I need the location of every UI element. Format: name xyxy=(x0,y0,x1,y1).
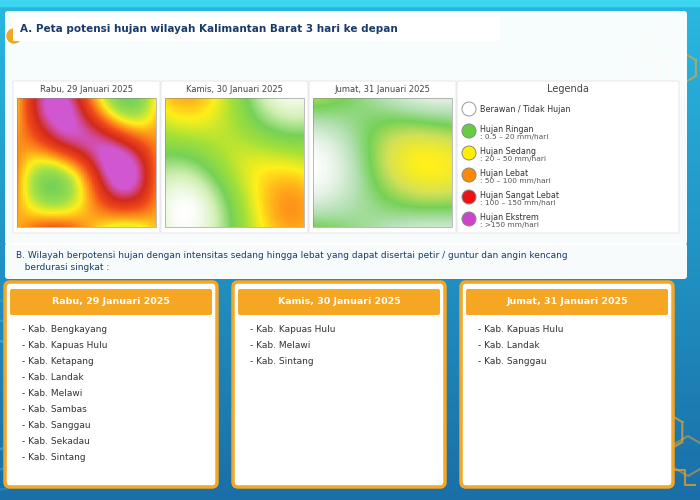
Text: - Kab. Kapuas Hulu: - Kab. Kapuas Hulu xyxy=(250,326,335,334)
Text: - Kab. Kapuas Hulu: - Kab. Kapuas Hulu xyxy=(478,326,564,334)
Bar xyxy=(17,98,156,227)
FancyBboxPatch shape xyxy=(461,282,673,487)
FancyBboxPatch shape xyxy=(5,243,687,279)
Text: - Kab. Landak: - Kab. Landak xyxy=(478,342,540,350)
Text: A. Peta potensi hujan wilayah Kalimantan Barat 3 hari ke depan: A. Peta potensi hujan wilayah Kalimantan… xyxy=(20,24,398,34)
Text: - Kab. Sanggau: - Kab. Sanggau xyxy=(22,422,90,430)
FancyBboxPatch shape xyxy=(309,81,456,233)
Text: : 0.5 – 20 mm/hari: : 0.5 – 20 mm/hari xyxy=(480,134,548,140)
FancyBboxPatch shape xyxy=(457,81,679,233)
Circle shape xyxy=(7,29,21,43)
FancyBboxPatch shape xyxy=(13,17,500,41)
Text: berdurasi singkat :: berdurasi singkat : xyxy=(16,264,109,272)
Circle shape xyxy=(462,168,476,182)
FancyBboxPatch shape xyxy=(5,11,687,245)
Text: - Kab. Sekadau: - Kab. Sekadau xyxy=(22,438,90,446)
Circle shape xyxy=(462,212,476,226)
Text: - Kab. Sintang: - Kab. Sintang xyxy=(22,454,85,462)
Text: Hujan Ringan: Hujan Ringan xyxy=(480,124,533,134)
Text: : 100 – 150 mm/hari: : 100 – 150 mm/hari xyxy=(480,200,556,206)
Circle shape xyxy=(662,467,668,473)
Text: Hujan Lebat: Hujan Lebat xyxy=(480,168,528,177)
Text: : >150 mm/hari: : >150 mm/hari xyxy=(480,222,539,228)
Text: - Kab. Sanggau: - Kab. Sanggau xyxy=(478,358,547,366)
Text: Rabu, 29 Januari 2025: Rabu, 29 Januari 2025 xyxy=(52,298,170,306)
Circle shape xyxy=(462,102,476,116)
FancyBboxPatch shape xyxy=(238,289,440,315)
Text: - Kab. Sintang: - Kab. Sintang xyxy=(250,358,314,366)
Bar xyxy=(165,98,304,227)
FancyBboxPatch shape xyxy=(13,81,160,233)
Circle shape xyxy=(462,146,476,160)
Bar xyxy=(313,98,452,227)
Circle shape xyxy=(462,190,476,204)
Text: - Kab. Kapuas Hulu: - Kab. Kapuas Hulu xyxy=(22,342,108,350)
Text: : 50 – 100 mm/hari: : 50 – 100 mm/hari xyxy=(480,178,551,184)
Text: Jumat, 31 Januari 2025: Jumat, 31 Januari 2025 xyxy=(506,298,628,306)
Text: Rabu, 29 Januari 2025: Rabu, 29 Januari 2025 xyxy=(40,84,133,94)
Text: - Kab. Sambas: - Kab. Sambas xyxy=(22,406,87,414)
Text: Legenda: Legenda xyxy=(547,84,589,94)
Text: - Kab. Melawi: - Kab. Melawi xyxy=(250,342,310,350)
Text: Hujan Sangat Lebat: Hujan Sangat Lebat xyxy=(480,190,559,200)
FancyBboxPatch shape xyxy=(233,282,445,487)
FancyBboxPatch shape xyxy=(466,289,668,315)
Text: Jumat, 31 Januari 2025: Jumat, 31 Januari 2025 xyxy=(335,84,430,94)
Text: Berawan / Tidak Hujan: Berawan / Tidak Hujan xyxy=(480,104,570,114)
Text: Kamis, 30 Januari 2025: Kamis, 30 Januari 2025 xyxy=(278,298,400,306)
Bar xyxy=(0,0,700,6)
Text: - Kab. Landak: - Kab. Landak xyxy=(22,374,83,382)
Circle shape xyxy=(462,124,476,138)
Text: B. Wilayah berpotensi hujan dengan intensitas sedang hingga lebat yang dapat dis: B. Wilayah berpotensi hujan dengan inten… xyxy=(16,250,568,260)
Text: Hujan Ekstrem: Hujan Ekstrem xyxy=(480,212,539,222)
Text: - Kab. Ketapang: - Kab. Ketapang xyxy=(22,358,94,366)
Text: Kamis, 30 Januari 2025: Kamis, 30 Januari 2025 xyxy=(186,84,283,94)
Text: - Kab. Melawi: - Kab. Melawi xyxy=(22,390,83,398)
FancyBboxPatch shape xyxy=(161,81,308,233)
Text: : 20 – 50 mm/hari: : 20 – 50 mm/hari xyxy=(480,156,546,162)
Text: Hujan Sedang: Hujan Sedang xyxy=(480,146,536,156)
FancyBboxPatch shape xyxy=(5,282,217,487)
FancyBboxPatch shape xyxy=(10,289,212,315)
Text: - Kab. Bengkayang: - Kab. Bengkayang xyxy=(22,326,107,334)
